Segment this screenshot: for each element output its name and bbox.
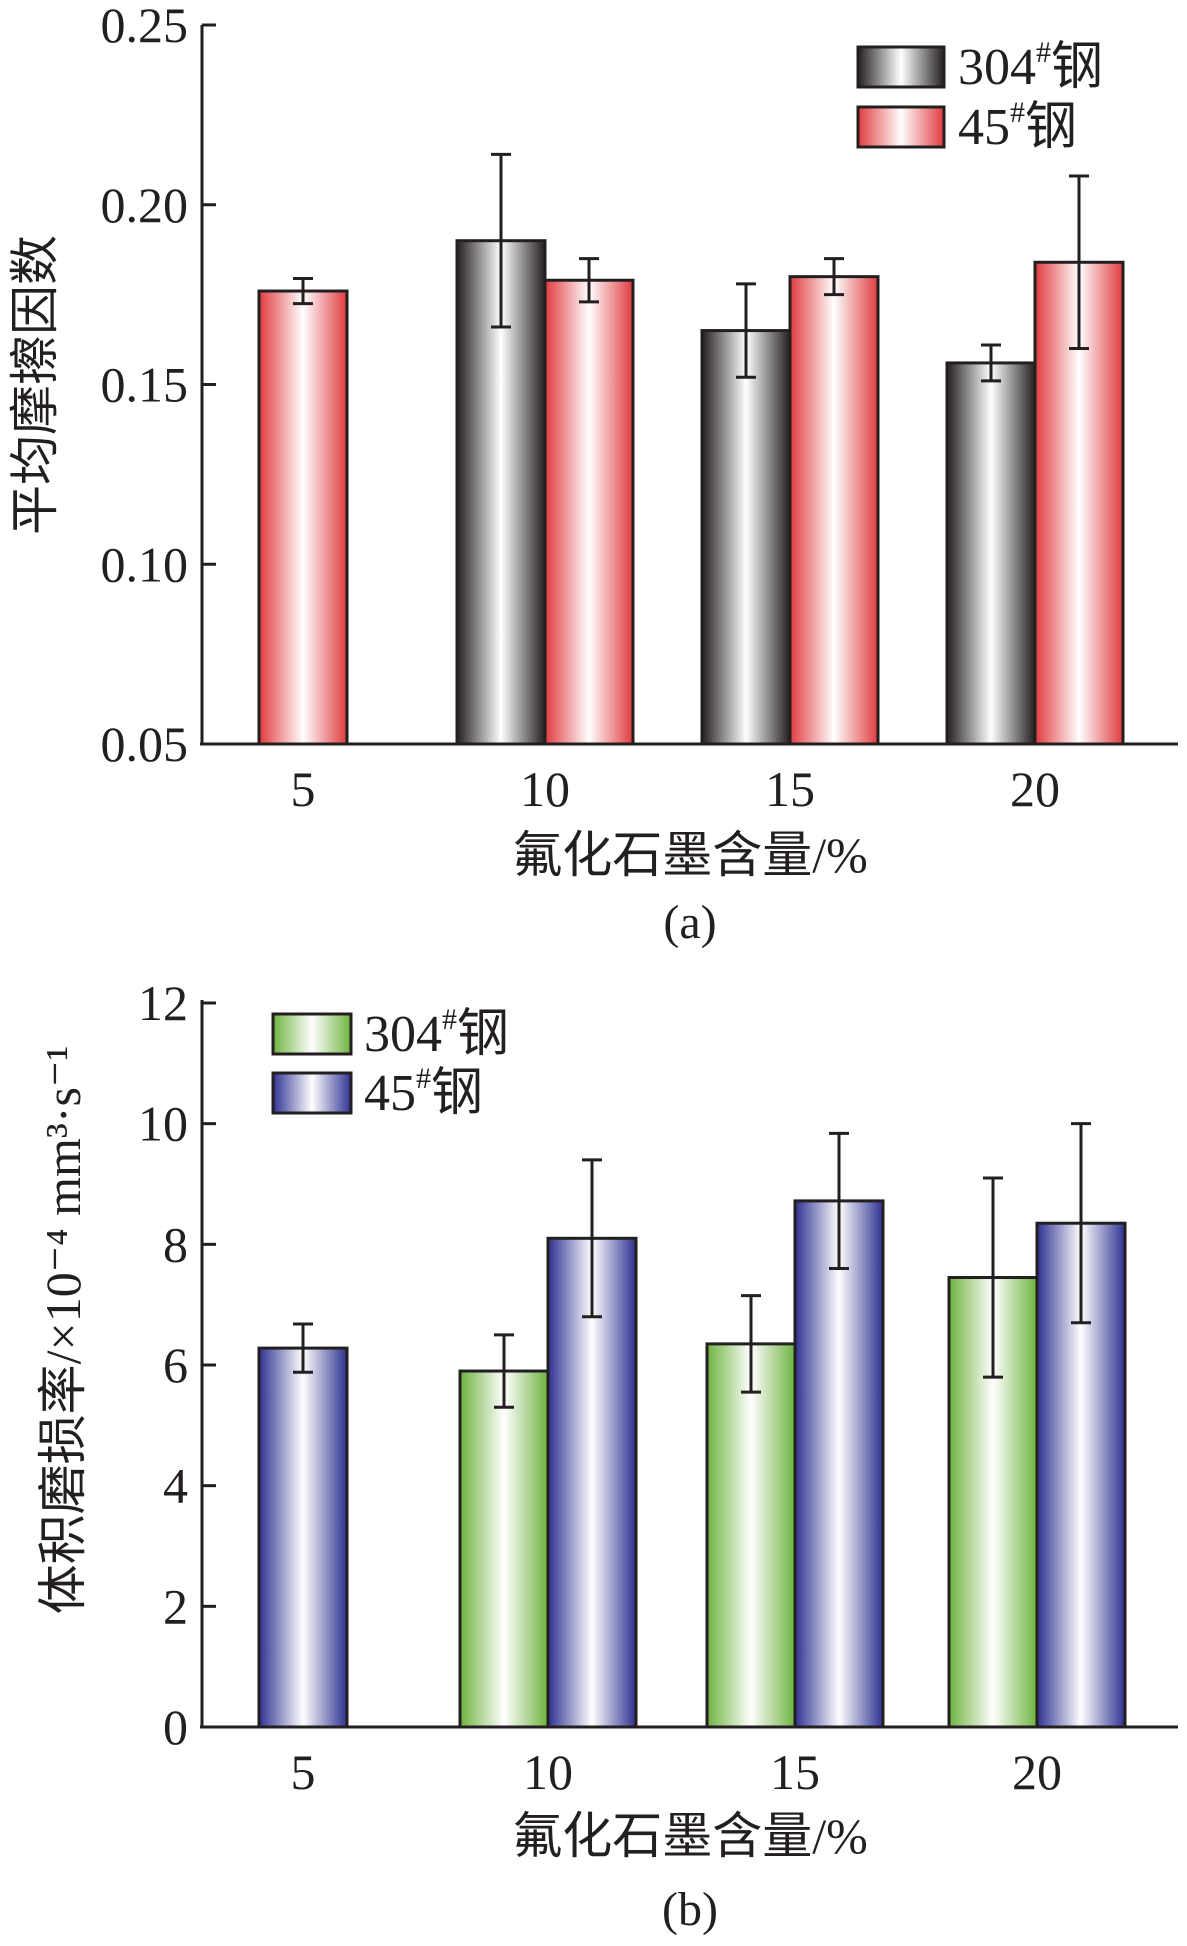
x-ticks: 5 10 15 20	[291, 761, 1061, 817]
y-tick-label: 6	[163, 1337, 188, 1393]
legend-swatch-304	[856, 45, 946, 89]
y-tick-label: 0.15	[101, 357, 189, 413]
error-bar	[494, 1333, 514, 1409]
y-axis-title: 平均摩擦因数	[7, 235, 63, 535]
error-bars-group	[293, 152, 1089, 383]
y-ticks: 0.05 0.10 0.15 0.20 0.25	[101, 0, 216, 772]
legend-label-304: 304#钢	[364, 1003, 509, 1063]
y-tick-label: 0.10	[101, 536, 189, 592]
y-ticks: 0 2 4 6 8 10 12	[138, 975, 216, 1755]
legend-swatch-45	[271, 1071, 353, 1115]
x-tick-label: 20	[1012, 1744, 1062, 1800]
error-bar	[829, 1131, 849, 1270]
error-bar	[1069, 174, 1089, 351]
chart-panel-b: 0 2 4 6 8 10 12 5 10 15 20 体积磨损率/×10⁻⁴ mm³·s⁻¹ 氟化…	[35, 975, 1178, 1936]
bar	[257, 289, 349, 746]
y-tick-label: 0	[163, 1699, 188, 1755]
y-tick-label: 2	[163, 1578, 188, 1634]
error-bar	[1071, 1122, 1091, 1325]
bar	[788, 275, 880, 746]
x-tick-label: 10	[523, 1744, 573, 1800]
bar	[700, 329, 792, 746]
panel-label: (b)	[662, 1883, 718, 1936]
y-tick-label: 4	[163, 1458, 188, 1514]
bar	[705, 1342, 797, 1729]
error-bar	[824, 257, 844, 297]
x-tick-label: 5	[291, 1744, 316, 1800]
x-axis-title: 氟化石墨含量/%	[512, 827, 868, 883]
bar	[543, 278, 635, 746]
error-bar	[582, 1158, 602, 1319]
bar	[793, 1199, 885, 1729]
bar	[945, 361, 1037, 746]
chart-panel-a: 0.05 0.10 0.15 0.20 0.25 5 10 15 20 平均摩擦因数 氟化石墨…	[7, 0, 1178, 949]
error-bar	[293, 1322, 313, 1374]
x-tick-label: 15	[765, 761, 815, 817]
error-bar	[983, 1176, 1003, 1379]
legend-swatch-304	[271, 1012, 353, 1056]
y-tick-label: 0.05	[101, 716, 189, 772]
legend-label-45: 45#钢	[958, 96, 1077, 156]
legend: 304#钢 45#钢	[856, 36, 1103, 156]
y-axis-title: 体积磨损率/×10⁻⁴ mm³·s⁻¹	[35, 1046, 91, 1615]
y-tick-label: 8	[163, 1216, 188, 1272]
y-tick-label: 12	[138, 975, 188, 1031]
error-bar	[491, 152, 511, 329]
error-bar	[579, 257, 599, 304]
x-tick-label: 5	[291, 761, 316, 817]
error-bar	[293, 276, 313, 306]
y-tick-label: 10	[138, 1096, 188, 1152]
error-bar	[741, 1294, 761, 1394]
error-bar	[736, 282, 756, 379]
bars-group	[257, 239, 1125, 746]
error-bars-group	[293, 1122, 1091, 1409]
legend-label-304: 304#钢	[958, 36, 1103, 96]
y-tick-label: 0.20	[101, 177, 189, 233]
bars-group	[257, 1199, 1127, 1729]
y-tick-label: 0.25	[101, 0, 189, 53]
legend: 304#钢 45#钢	[271, 1003, 509, 1122]
bar	[257, 1346, 349, 1729]
legend-label-45: 45#钢	[364, 1062, 483, 1122]
panel-label: (a)	[663, 896, 716, 949]
legend-swatch-45	[856, 105, 946, 149]
error-bar	[981, 343, 1001, 383]
x-axis-title: 氟化石墨含量/%	[512, 1808, 868, 1864]
x-tick-label: 15	[770, 1744, 820, 1800]
x-tick-label: 10	[520, 761, 570, 817]
x-tick-label: 20	[1010, 761, 1060, 817]
bar	[458, 1369, 550, 1729]
x-ticks: 5 10 15 20	[291, 1744, 1063, 1800]
